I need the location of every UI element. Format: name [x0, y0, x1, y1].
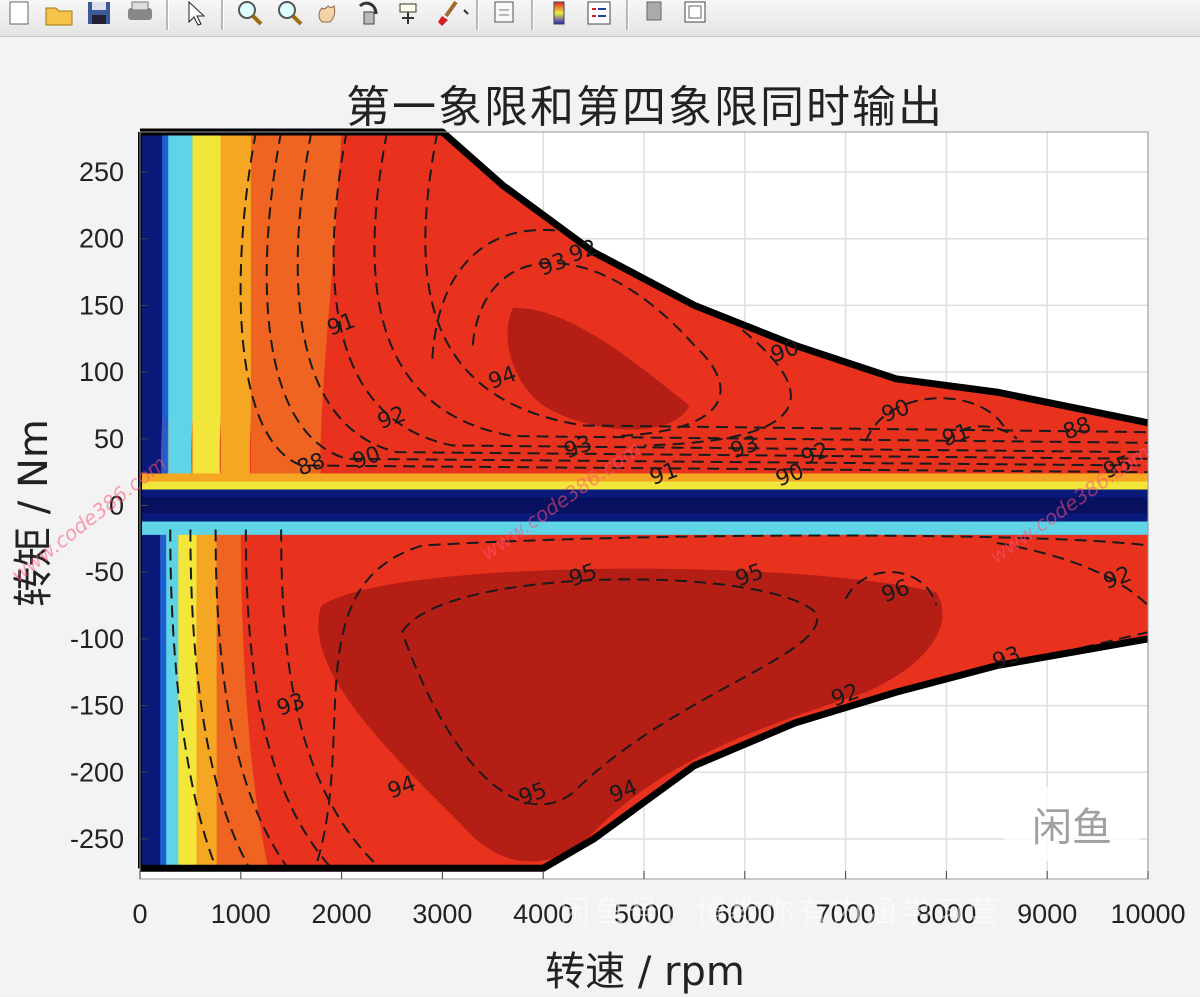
max-torque-envelope-upper[interactable] — [140, 128, 1149, 427]
y-tick-label: 0 — [109, 491, 124, 521]
peak-efficiency-island-lower — [318, 568, 943, 862]
contour-line-lower — [214, 529, 298, 869]
x-tick-label: 4000 — [513, 899, 573, 929]
x-tick-label: 5000 — [614, 899, 674, 929]
edit-plot-arrow-icon — [188, 0, 206, 26]
zoom-in-button[interactable] — [230, 0, 270, 32]
x-tick-label: 1000 — [211, 899, 271, 929]
y-tick-label: 100 — [79, 357, 124, 387]
contour-line-upper-93 — [471, 261, 722, 438]
x-tick-label: 3000 — [412, 899, 472, 929]
chart-title: 第一象限和第四象限同时输出 — [346, 82, 944, 133]
contour-line-lower-95 — [401, 578, 819, 806]
y-tick-label: 250 — [79, 157, 124, 187]
edit-plot-arrow-button[interactable] — [175, 0, 215, 32]
save-figure-icon — [88, 2, 110, 24]
contour-layers — [140, 132, 1148, 869]
y-tick-label: -100 — [70, 624, 124, 654]
show-plot-tools-icon — [684, 1, 706, 23]
data-cursor-button[interactable] — [390, 0, 430, 32]
contour-line-lower-right — [996, 541, 1148, 607]
pan-hand-icon — [318, 5, 336, 23]
brush-button[interactable] — [430, 0, 470, 32]
watermark-bottom-text: 闲鱼号：博教你有内涵学习营 — [560, 895, 1002, 930]
contour-line-upper — [296, 132, 1148, 460]
show-plot-tools-button[interactable] — [675, 0, 715, 32]
toolbar-separator — [166, 0, 169, 30]
brush-icon — [438, 0, 469, 26]
contour-line-upper — [332, 132, 1148, 454]
x-tick-label: 10000 — [1110, 899, 1185, 929]
x-tick-label: 0 — [132, 899, 147, 929]
save-figure-button[interactable] — [80, 0, 120, 32]
zero-torque-band-lower-edge — [140, 521, 1148, 535]
print-figure-button[interactable] — [120, 0, 160, 32]
watermark-logo: 闲鱼 — [1004, 787, 1140, 861]
contour-band-lower — [178, 525, 227, 869]
contour-line-upper — [239, 132, 1148, 474]
y-tick-label: -50 — [85, 557, 124, 587]
contour-band-lower — [166, 525, 209, 869]
insert-colorbar-icon — [553, 1, 565, 25]
rotate-3d-icon — [358, 1, 378, 25]
rotate-3d-button[interactable] — [350, 0, 390, 32]
open-file-button[interactable] — [40, 0, 80, 32]
zoom-out-icon — [278, 1, 303, 26]
y-tick-label: 150 — [79, 290, 124, 320]
toolbar-separator — [221, 0, 224, 30]
data-cursor-icon — [399, 3, 417, 24]
contour-line-upper — [424, 132, 1148, 434]
y-tick-label: 200 — [79, 224, 124, 254]
contour-line-lower — [280, 529, 393, 869]
x-tick-label: 2000 — [312, 899, 372, 929]
insert-colorbar-button[interactable] — [540, 0, 580, 32]
pan-hand-button[interactable] — [310, 0, 350, 32]
hide-plot-tools-icon — [646, 1, 662, 21]
x-tick-label: 8000 — [916, 899, 976, 929]
contour-line-lower-96 — [844, 570, 938, 606]
insert-legend-icon — [587, 1, 611, 25]
contour-band-lower — [216, 525, 272, 869]
x-tick-label: 7000 — [816, 899, 876, 929]
max-torque-envelope-lower[interactable] — [140, 635, 1149, 872]
new-figure-icon — [9, 1, 29, 25]
print-figure-icon — [128, 1, 152, 20]
y-axis-label: 转矩 / Nm — [11, 419, 57, 607]
figure-area: 93 92 91 94 92 90 93 93 92 90 91 88 88 90 91 90 95 95 96 93… — [0, 37, 1200, 996]
contour-line-lower — [244, 529, 343, 869]
zero-torque-band-yellow — [140, 481, 1148, 490]
new-figure-button[interactable] — [0, 0, 40, 32]
y-tick-label: -150 — [70, 691, 124, 721]
x-tick-label: 6000 — [715, 899, 775, 929]
zero-torque-band-core — [140, 497, 1148, 514]
toolbar-separator — [476, 0, 479, 30]
x-axis-label: 转速 / rpm — [545, 949, 745, 995]
y-tick-label: -200 — [70, 757, 124, 787]
open-file-icon — [45, 7, 73, 26]
x-tick-label: 9000 — [1017, 899, 1077, 929]
toolbar-separator — [626, 0, 629, 30]
contour-line-lower — [189, 529, 257, 869]
insert-legend-button[interactable] — [580, 0, 620, 32]
link-plot-button[interactable] — [485, 0, 525, 32]
contour-line-upper-90 — [864, 397, 1008, 442]
toolbar-separator — [531, 0, 534, 30]
hide-plot-tools-button[interactable] — [635, 0, 675, 32]
zoom-in-icon — [238, 1, 263, 26]
figure-toolbar — [0, 0, 1200, 37]
link-plot-icon — [494, 1, 514, 23]
contour-line-upper — [265, 132, 1148, 467]
contour-line-upper — [373, 132, 1148, 444]
y-tick-label: -250 — [70, 824, 124, 854]
contour-line-upper-91 — [945, 425, 1018, 445]
zoom-out-button[interactable] — [270, 0, 310, 32]
peak-efficiency-island-upper — [507, 308, 690, 430]
contour-line-lower — [169, 529, 222, 869]
y-tick-label: 50 — [94, 424, 124, 454]
contour-band-upper — [250, 132, 342, 486]
